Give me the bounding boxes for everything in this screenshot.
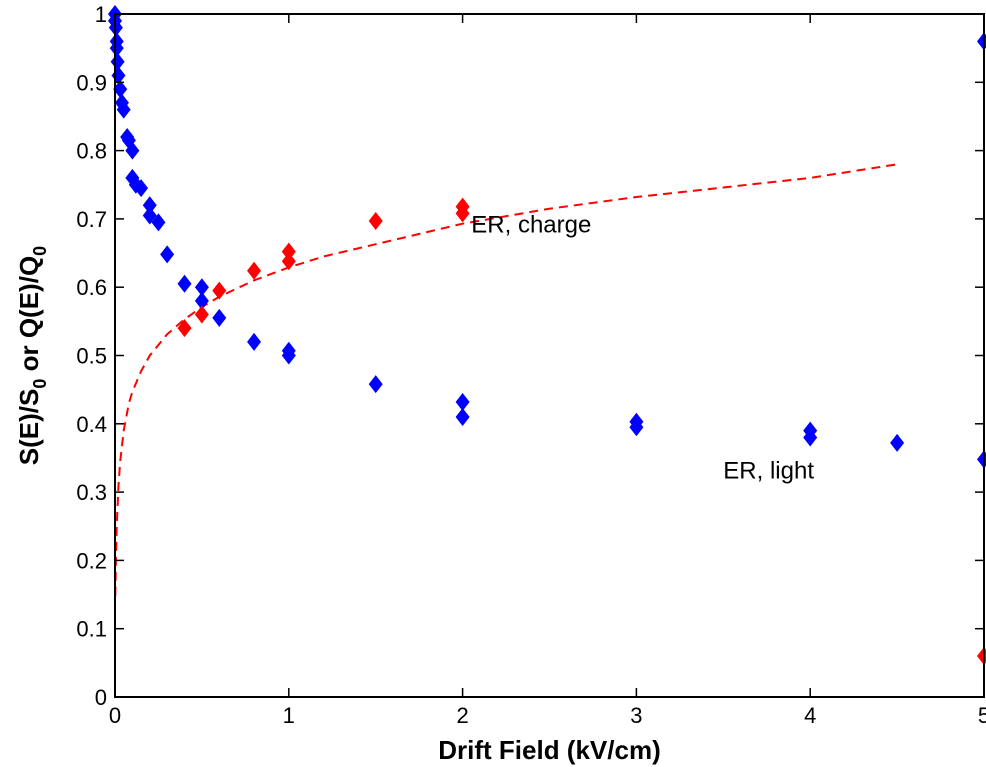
x-tick-label: 2 [456,703,468,728]
data-points-layer [108,5,986,666]
charge-fit-curve [114,163,898,596]
x-tick-label: 5 [978,703,986,728]
y-tick-label: 0.9 [76,70,107,95]
y-tick-label: 0.8 [76,139,107,164]
light-point [160,245,175,264]
charge-point [194,305,209,324]
y-tick-label: 0.1 [76,617,107,642]
charge-point [212,281,227,300]
light-point [177,274,192,293]
series-annotation: ER, charge [471,212,591,239]
y-title-part: or Q(E)/Q [14,256,44,379]
y-tick-label: 0.3 [76,480,107,505]
light-point [247,332,262,351]
y-title-subscript: 0 [30,379,50,389]
light-point [281,346,296,365]
x-tick-label: 3 [630,703,642,728]
light-point [212,308,227,327]
y-tick-label: 0.4 [76,412,107,437]
light-point [116,100,131,119]
y-title-subscript: 0 [30,246,50,256]
light-point [890,433,905,452]
light-point [803,428,818,447]
light-point [109,39,124,58]
light-point [134,179,149,198]
charge-series [177,197,986,666]
y-title-part: S(E)/S [14,389,44,466]
light-point [194,291,209,310]
light-point [368,375,383,394]
x-tick-label: 1 [283,703,295,728]
y-tick-label: 0.7 [76,207,107,232]
fit-curve-layer [114,163,898,596]
charge-point [177,319,192,338]
light-point [629,418,644,437]
light-point [142,196,157,215]
x-axis-title: Drift Field (kV/cm) [438,735,660,765]
light-point [151,213,166,232]
light-point [194,278,209,297]
light-point [455,392,470,411]
axis-ticks-layer [114,13,985,698]
charge-point [281,242,296,261]
charge-point [368,211,383,230]
series-annotation: ER, light [723,457,814,484]
light-point [455,407,470,426]
charge-point [247,261,262,280]
y-tick-label: 0.2 [76,548,107,573]
y-tick-label: 0 [95,685,107,710]
charge-point [281,252,296,271]
y-axis-title: S(E)/S0 or Q(E)/Q0 [14,246,50,465]
y-tick-label: 0.5 [76,344,107,369]
x-tick-label: 4 [804,703,816,728]
tick-labels-layer: 0 1 2 3 4 5 0 0.1 0.2 0.3 0.4 0.5 0.6 0.7 0.8 0.9 1 [76,2,986,728]
plot-frame [114,13,985,698]
annotations-layer: ER, charge ER, light [471,212,814,485]
y-tick-label: 0.6 [76,275,107,300]
charge-point [455,204,470,223]
light-point [125,141,140,160]
light-point [113,80,128,99]
y-tick-label: 1 [95,2,107,27]
light-point [142,206,157,225]
x-tick-label: 0 [109,703,121,728]
